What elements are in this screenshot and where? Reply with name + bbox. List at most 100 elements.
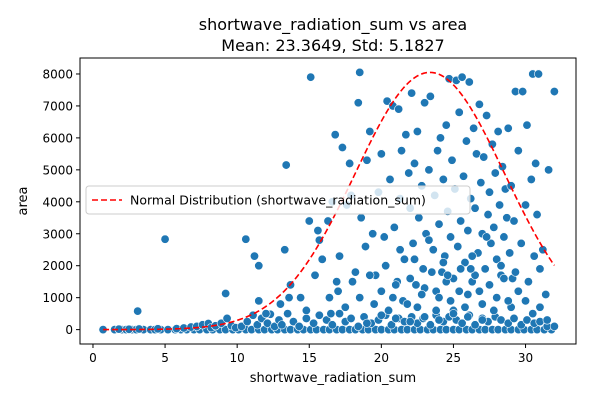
- chart-subtitle: Mean: 23.3649, Std: 5.1827: [221, 36, 444, 55]
- scatter-point: [304, 216, 314, 226]
- x-tick-label: 25: [446, 351, 461, 365]
- scatter-point: [346, 313, 356, 323]
- scatter-point: [384, 305, 394, 315]
- scatter-point: [420, 312, 430, 322]
- scatter-point: [509, 313, 519, 323]
- scatter-point: [506, 181, 516, 191]
- scatter-point: [407, 88, 417, 98]
- scatter-point: [510, 267, 520, 277]
- scatter-point: [464, 77, 474, 87]
- scatter-point: [549, 87, 559, 97]
- scatter-point: [486, 238, 496, 248]
- scatter-point: [447, 155, 457, 165]
- scatter-point: [534, 69, 544, 79]
- scatter-point: [518, 87, 528, 97]
- scatter-point: [470, 270, 480, 280]
- scatter-point: [275, 299, 285, 309]
- scatter-point: [516, 238, 526, 248]
- scatter-point: [417, 289, 427, 299]
- scatter-point: [395, 245, 405, 255]
- scatter-point: [408, 238, 418, 248]
- scatter-point: [427, 267, 437, 277]
- scatter-point: [503, 296, 513, 306]
- scatter-point: [330, 130, 340, 140]
- scatter-point: [441, 120, 451, 130]
- normal-curve-layer: [103, 71, 556, 331]
- scatter-point: [386, 320, 396, 330]
- scatter-point: [337, 142, 347, 152]
- scatter-point: [294, 321, 304, 331]
- scatter-point: [376, 310, 386, 320]
- scatter-point: [284, 293, 294, 303]
- scatter-point: [477, 315, 487, 325]
- scatter-point: [489, 222, 499, 232]
- legend-label: Normal Distribution (shortwave_radiation…: [130, 193, 426, 208]
- scatter-point: [461, 136, 471, 146]
- scatter-point: [544, 165, 554, 175]
- y-tick-label: 6000: [42, 131, 73, 145]
- scatter-point: [360, 242, 370, 252]
- scatter-point: [402, 299, 412, 309]
- scatter-point: [309, 318, 319, 328]
- scatter-point: [424, 235, 434, 245]
- scatter-point: [460, 258, 470, 268]
- y-tick-label: 8000: [42, 67, 73, 81]
- scatter-point: [261, 309, 271, 319]
- scatter-point: [368, 229, 378, 239]
- scatter-point: [313, 226, 323, 236]
- scatter-point: [431, 305, 441, 315]
- scatter-point: [365, 270, 375, 280]
- scatter-point: [350, 267, 360, 277]
- scatter-point: [405, 273, 415, 283]
- scatter-point: [333, 286, 343, 296]
- scatter-point: [412, 302, 422, 312]
- scatter-point: [457, 318, 467, 328]
- scatter-point: [388, 293, 398, 303]
- scatter-point: [492, 254, 502, 264]
- scatter-point: [513, 286, 523, 296]
- scatter-point: [434, 315, 444, 325]
- scatter-point: [482, 111, 492, 121]
- scatter-point: [480, 264, 490, 274]
- scatter-point: [306, 72, 316, 82]
- scatter-point: [404, 168, 414, 178]
- scatter-point: [503, 318, 513, 328]
- scatter-point: [355, 67, 365, 77]
- legend-box: [85, 185, 471, 215]
- scatter-point: [221, 289, 231, 299]
- scatter-point: [526, 174, 536, 184]
- scatter-point: [435, 133, 445, 143]
- scatter-point: [326, 309, 336, 319]
- x-tick-label: 30: [518, 351, 533, 365]
- scatter-point: [296, 293, 306, 303]
- scatter-point: [532, 210, 542, 220]
- scatter-point: [355, 293, 365, 303]
- scatter-point: [385, 174, 395, 184]
- scatter-point: [428, 245, 438, 255]
- scatter-point: [479, 152, 489, 162]
- scatter-point: [535, 302, 545, 312]
- scatter-point: [353, 98, 363, 108]
- y-axis: 0 1000 2000 3000 4000 5000 6000 7000 8000: [42, 67, 80, 337]
- scatter-point: [466, 264, 476, 274]
- scatter-point: [254, 261, 264, 271]
- scatter-point: [310, 270, 320, 280]
- scatter-point: [529, 251, 539, 261]
- y-tick-label: 0: [65, 323, 73, 337]
- scatter-point: [283, 309, 293, 319]
- scatter-point: [369, 299, 379, 309]
- scatter-point: [549, 321, 559, 331]
- scatter-point: [454, 286, 464, 296]
- scatter-point: [411, 280, 421, 290]
- scatter-point: [483, 210, 493, 220]
- y-tick-label: 3000: [42, 227, 73, 241]
- scatter-point: [222, 313, 232, 323]
- scatter-point: [353, 321, 363, 331]
- scatter-point: [340, 302, 350, 312]
- scatter-point: [376, 286, 386, 296]
- scatter-point: [425, 320, 435, 330]
- scatter-point: [356, 213, 366, 223]
- scatter-point: [535, 264, 545, 274]
- scatter-point: [405, 317, 415, 327]
